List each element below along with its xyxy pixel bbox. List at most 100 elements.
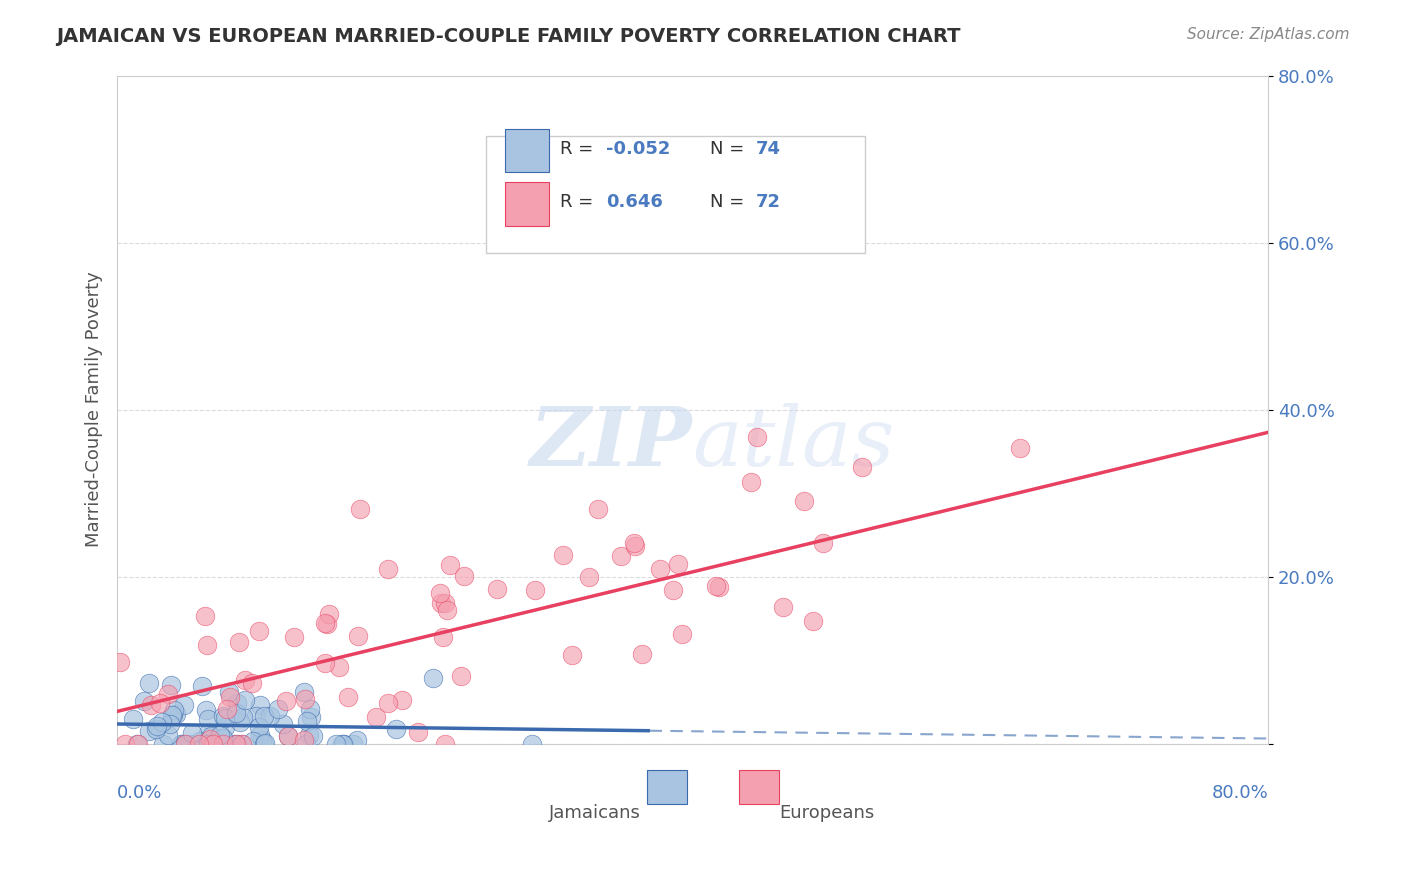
Point — [704, 578, 727, 592]
Point — [200, 732, 222, 747]
Point — [740, 475, 762, 490]
Point — [333, 737, 356, 751]
Text: 80.0%: 80.0% — [1212, 784, 1268, 802]
Text: 0.0%: 0.0% — [117, 784, 163, 802]
Point — [190, 734, 212, 748]
FancyBboxPatch shape — [505, 183, 548, 226]
Point — [851, 460, 873, 475]
Point — [231, 737, 253, 751]
Point — [197, 726, 219, 740]
Point — [200, 730, 222, 744]
Point — [662, 583, 685, 598]
Point — [197, 712, 219, 726]
Point — [163, 703, 186, 717]
Point — [422, 671, 444, 685]
Point — [342, 737, 364, 751]
Point — [146, 719, 169, 733]
Point — [276, 729, 298, 743]
Point — [209, 728, 232, 742]
Point — [434, 596, 457, 610]
Point — [346, 629, 368, 643]
Point — [174, 737, 197, 751]
Point — [197, 737, 219, 751]
Point — [160, 678, 183, 692]
Point — [315, 616, 337, 631]
Point — [159, 716, 181, 731]
Point — [170, 737, 193, 751]
Point — [226, 696, 249, 710]
FancyBboxPatch shape — [738, 771, 779, 804]
Point — [225, 737, 247, 751]
Point — [377, 562, 399, 576]
Point — [122, 712, 145, 726]
FancyBboxPatch shape — [505, 129, 548, 172]
Point — [325, 737, 347, 751]
Point — [330, 737, 353, 751]
Point — [157, 687, 180, 701]
FancyBboxPatch shape — [647, 771, 688, 804]
Point — [524, 582, 547, 597]
Point — [364, 710, 387, 724]
Point — [242, 734, 264, 748]
Point — [194, 703, 217, 717]
Point — [267, 702, 290, 716]
Point — [671, 627, 693, 641]
Point — [127, 737, 149, 751]
Point — [439, 558, 461, 572]
Text: N =: N = — [710, 194, 749, 211]
Point — [745, 430, 768, 444]
Point — [165, 706, 187, 721]
Point — [231, 737, 253, 751]
Point — [276, 694, 298, 708]
Point — [298, 701, 321, 715]
Point — [318, 607, 340, 621]
Text: 72: 72 — [756, 194, 780, 211]
Point — [145, 722, 167, 736]
Point — [250, 732, 273, 747]
Point — [709, 580, 731, 594]
Point — [328, 659, 350, 673]
Point — [385, 722, 408, 736]
Text: -0.052: -0.052 — [606, 140, 671, 158]
Point — [793, 494, 815, 508]
Point — [173, 698, 195, 712]
Point — [283, 630, 305, 644]
Point — [294, 691, 316, 706]
Point — [162, 708, 184, 723]
Point — [195, 737, 218, 751]
Text: Jamaicans: Jamaicans — [548, 804, 641, 822]
Point — [259, 709, 281, 723]
Point — [486, 582, 509, 597]
Point — [181, 726, 204, 740]
Point — [578, 570, 600, 584]
Point — [179, 737, 201, 751]
Point — [194, 608, 217, 623]
Point — [108, 656, 131, 670]
Point — [219, 690, 242, 704]
Point — [648, 562, 671, 576]
Point — [218, 685, 240, 699]
Point — [433, 737, 456, 751]
Point — [249, 698, 271, 712]
Point — [249, 728, 271, 742]
Point — [314, 656, 336, 670]
Text: atlas: atlas — [693, 403, 896, 483]
Point — [247, 624, 270, 638]
Point — [212, 737, 235, 751]
Point — [332, 737, 354, 751]
Text: JAMAICAN VS EUROPEAN MARRIED-COUPLE FAMILY POVERTY CORRELATION CHART: JAMAICAN VS EUROPEAN MARRIED-COUPLE FAMI… — [56, 27, 960, 45]
Point — [377, 696, 399, 710]
Point — [152, 737, 174, 751]
Point — [666, 558, 689, 572]
Point — [114, 737, 136, 751]
Point — [391, 692, 413, 706]
Text: 0.646: 0.646 — [606, 194, 664, 211]
Point — [301, 729, 323, 743]
Point — [150, 714, 173, 729]
Point — [298, 728, 321, 742]
Point — [138, 676, 160, 690]
Point — [226, 737, 249, 751]
Point — [436, 603, 458, 617]
Point — [222, 737, 245, 751]
Point — [253, 709, 276, 723]
